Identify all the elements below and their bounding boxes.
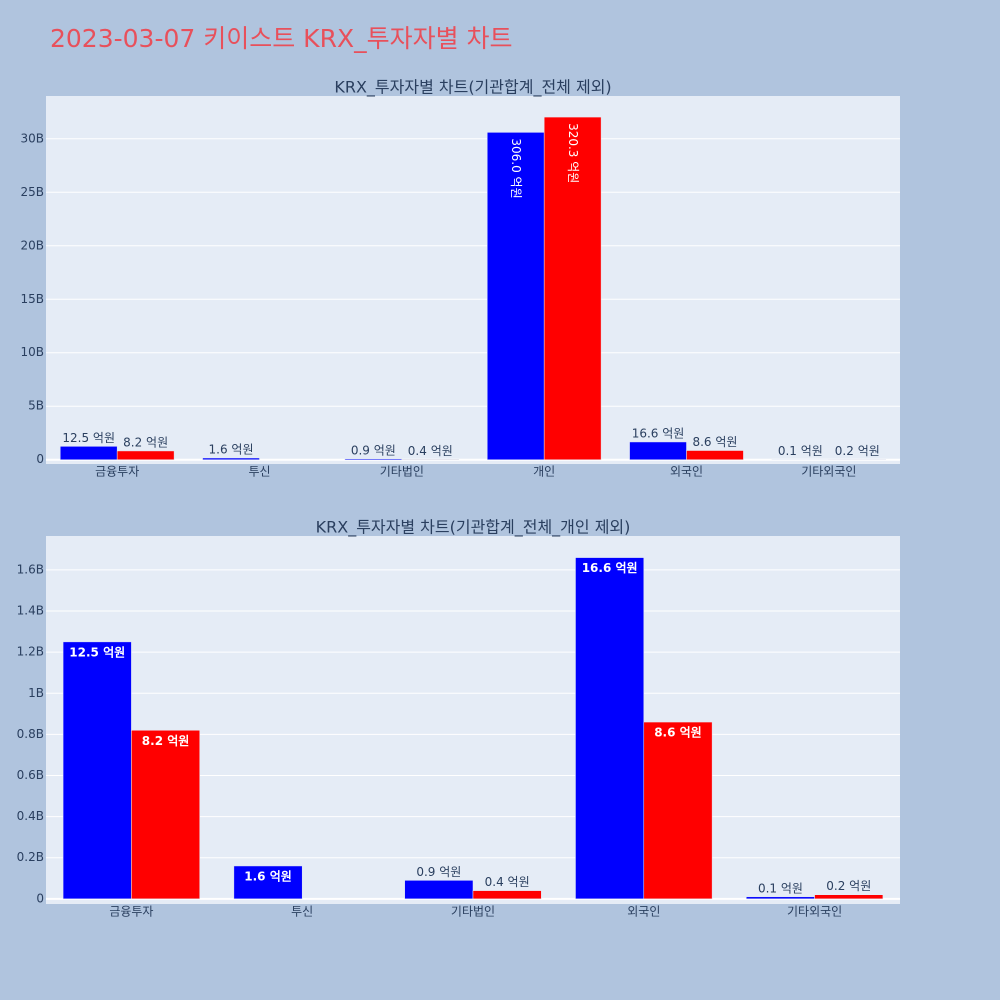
bar <box>202 457 260 460</box>
x-tick-label: 기타외국인 <box>801 465 856 479</box>
x-tick-label: 금융투자 <box>109 905 153 919</box>
y-tick-label: 10B <box>20 345 44 359</box>
data-label: 1.6 억원 <box>244 869 292 883</box>
y-tick-label: 0.4B <box>17 809 44 823</box>
data-label: 0.1 억원 <box>778 444 823 458</box>
y-tick-label: 1.6B <box>17 562 44 576</box>
data-label: 16.6 억원 <box>632 426 685 440</box>
bar <box>62 641 132 900</box>
plot-area <box>46 96 900 464</box>
bar <box>404 880 474 900</box>
x-tick-label: 외국인 <box>670 465 703 479</box>
bar <box>575 557 645 900</box>
bar <box>233 865 303 900</box>
bar <box>814 894 884 900</box>
chart-title: KRX_투자자별 차트(기관합계_전체 제외) <box>334 78 611 98</box>
bar <box>131 730 200 900</box>
y-tick-label: 1B <box>28 686 44 700</box>
x-tick-label: 기타법인 <box>380 465 424 479</box>
x-tick-label: 기타법인 <box>451 905 495 919</box>
y-tick-label: 5B <box>28 399 44 413</box>
bar <box>629 441 687 460</box>
x-tick-label: 투신 <box>248 465 270 479</box>
x-tick-label: 금융투자 <box>95 465 139 479</box>
y-tick-label: 0 <box>36 452 44 466</box>
y-tick-label: 1.4B <box>17 604 44 618</box>
bar <box>686 450 744 460</box>
x-tick-label: 기타외국인 <box>787 905 842 919</box>
y-tick-label: 20B <box>20 238 44 252</box>
y-tick-label: 0.8B <box>17 727 44 741</box>
data-label: 0.9 억원 <box>416 865 461 879</box>
x-tick-label: 투신 <box>291 905 313 919</box>
y-tick-label: 0.6B <box>17 768 44 782</box>
data-label: 0.4 억원 <box>408 444 453 458</box>
y-tick-label: 0.2B <box>17 850 44 864</box>
y-tick-label: 1.2B <box>17 645 44 659</box>
data-label: 12.5 억원 <box>69 645 125 659</box>
data-label: 8.6 억원 <box>654 726 702 740</box>
bar <box>643 721 713 900</box>
data-label: 0.2 억원 <box>826 879 871 893</box>
y-tick-label: 25B <box>20 185 44 199</box>
data-label: 0.2 억원 <box>835 444 880 458</box>
y-tick-label: 30B <box>20 131 44 145</box>
bar <box>344 458 403 460</box>
data-label: 8.2 억원 <box>123 435 168 449</box>
bar <box>746 896 815 900</box>
bar <box>543 116 602 460</box>
x-tick-label: 개인 <box>533 465 555 479</box>
bar <box>472 890 542 900</box>
bar <box>59 446 118 460</box>
y-tick-label: 0 <box>36 891 44 905</box>
data-label: 8.6 억원 <box>692 435 737 449</box>
chart-title: KRX_투자자별 차트(기관합계_전체_개인 제외) <box>316 518 631 538</box>
data-label: 1.6 억원 <box>209 443 254 457</box>
data-label: 320.3 억원 <box>566 123 580 183</box>
data-label: 306.0 억원 <box>509 138 523 198</box>
page-title: 2023-03-07 키이스트 KRX_투자자별 차트 <box>50 24 513 53</box>
bar <box>116 450 175 460</box>
bar <box>486 132 545 460</box>
x-tick-label: 외국인 <box>627 905 660 919</box>
data-label: 0.9 억원 <box>351 443 396 457</box>
data-label: 16.6 억원 <box>582 561 638 575</box>
data-label: 12.5 억원 <box>62 431 115 445</box>
data-label: 0.1 억원 <box>758 881 803 895</box>
y-tick-label: 15B <box>20 292 44 306</box>
data-label: 0.4 억원 <box>485 875 530 889</box>
data-label: 8.2 억원 <box>142 734 190 748</box>
